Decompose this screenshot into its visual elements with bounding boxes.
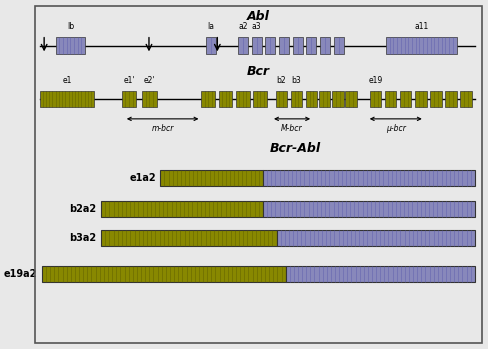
Bar xyxy=(205,37,216,54)
Text: Bcr: Bcr xyxy=(246,65,269,78)
Text: M-bcr: M-bcr xyxy=(281,124,302,133)
Text: a3: a3 xyxy=(251,22,261,31)
Text: e19: e19 xyxy=(368,75,382,84)
Bar xyxy=(345,91,356,107)
Bar xyxy=(201,91,215,107)
Text: e1a2: e1a2 xyxy=(129,173,156,183)
Text: Bcr-Abl: Bcr-Abl xyxy=(269,142,320,155)
Bar xyxy=(42,266,285,282)
Text: b2: b2 xyxy=(276,75,285,84)
Bar xyxy=(263,170,474,186)
Text: Ib: Ib xyxy=(67,22,74,31)
Text: a11: a11 xyxy=(413,22,427,31)
Bar xyxy=(305,37,316,54)
Bar xyxy=(122,91,136,107)
Bar xyxy=(414,91,426,107)
Bar xyxy=(305,91,317,107)
Bar xyxy=(333,37,343,54)
Text: Ia: Ia xyxy=(207,22,214,31)
Text: b3: b3 xyxy=(291,75,301,84)
Bar xyxy=(251,37,261,54)
Text: e1': e1' xyxy=(123,75,134,84)
Bar xyxy=(275,91,286,107)
Bar xyxy=(101,201,263,217)
Bar xyxy=(369,91,381,107)
Text: a2: a2 xyxy=(238,22,247,31)
Bar xyxy=(40,91,94,107)
Bar xyxy=(318,91,330,107)
Bar xyxy=(331,91,343,107)
Bar xyxy=(285,266,474,282)
Bar xyxy=(236,91,249,107)
Text: b2a2: b2a2 xyxy=(69,204,96,214)
Bar xyxy=(218,91,232,107)
Text: m-bcr: m-bcr xyxy=(151,124,173,133)
Text: e19a2: e19a2 xyxy=(4,269,37,279)
Text: Abl: Abl xyxy=(246,10,269,23)
Bar xyxy=(444,91,456,107)
Bar xyxy=(319,37,329,54)
Bar xyxy=(290,91,302,107)
Bar xyxy=(142,91,156,107)
Bar xyxy=(385,37,456,54)
Bar xyxy=(384,91,396,107)
Text: e1: e1 xyxy=(62,75,71,84)
Bar xyxy=(56,37,85,54)
Bar xyxy=(101,230,276,246)
Bar xyxy=(429,91,441,107)
Bar xyxy=(292,37,302,54)
Bar xyxy=(253,91,266,107)
Bar xyxy=(459,91,470,107)
Text: e2': e2' xyxy=(143,75,155,84)
Bar xyxy=(399,91,410,107)
Bar xyxy=(263,201,474,217)
Text: b3a2: b3a2 xyxy=(69,233,96,243)
Bar xyxy=(264,37,275,54)
Bar xyxy=(276,230,474,246)
Text: μ-bcr: μ-bcr xyxy=(385,124,405,133)
Bar xyxy=(160,170,263,186)
Bar xyxy=(237,37,247,54)
Bar xyxy=(278,37,288,54)
